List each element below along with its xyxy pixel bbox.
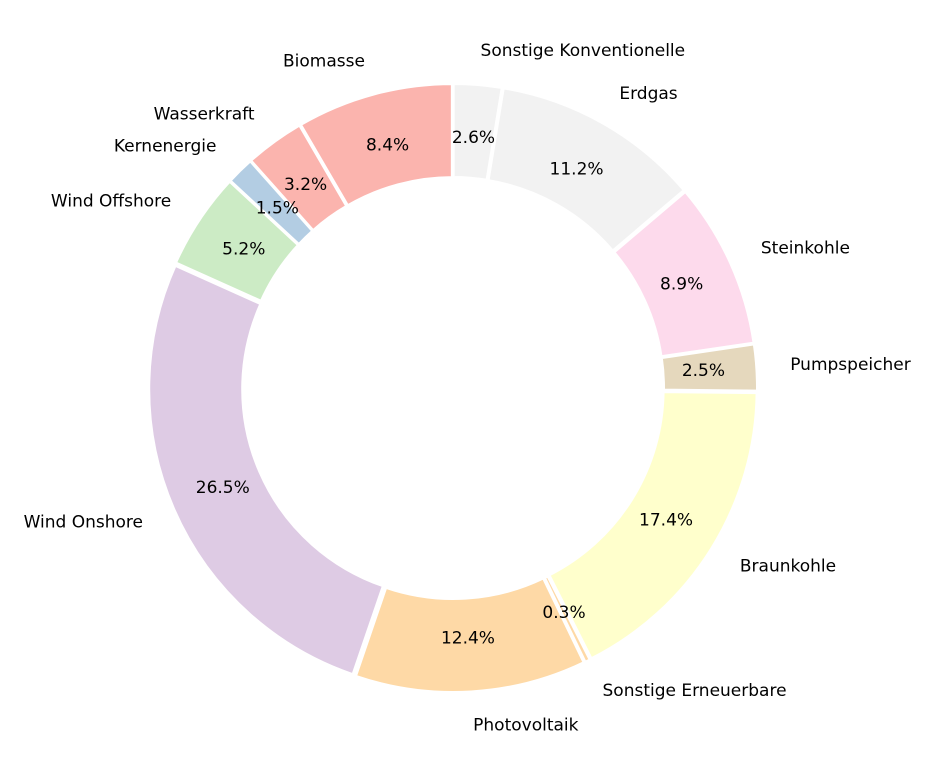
category-label-braunkohle: Braunkohle bbox=[740, 557, 836, 577]
pct-label-kernenergie: 1.5% bbox=[256, 199, 299, 219]
pct-label-biomasse: 8.4% bbox=[366, 136, 409, 156]
pct-label-pumpspeicher: 2.5% bbox=[682, 361, 725, 381]
pct-label-photovoltaik: 12.4% bbox=[441, 629, 495, 649]
pct-label-sonstige-erneuerbare: 0.3% bbox=[542, 603, 585, 623]
pct-label-steinkohle: 8.9% bbox=[660, 274, 703, 294]
pct-label-braunkohle: 17.4% bbox=[639, 511, 693, 531]
slice-erdgas bbox=[486, 86, 686, 253]
slice-photovoltaik bbox=[353, 576, 586, 694]
slice-biomasse bbox=[298, 82, 454, 208]
pct-label-wind-onshore: 26.5% bbox=[196, 478, 250, 498]
category-label-steinkohle: Steinkohle bbox=[761, 239, 850, 259]
category-labels-group: Sonstige Konventionelle Erdgas Steinkohle P… bbox=[24, 41, 911, 735]
category-label-wasserkraft: Wasserkraft bbox=[154, 104, 255, 124]
pct-label-wind-offshore: 5.2% bbox=[222, 239, 265, 259]
category-label-sonstige-konventionelle: Sonstige Konventionelle bbox=[481, 41, 686, 61]
category-label-biomasse: Biomasse bbox=[283, 52, 365, 72]
category-label-erdgas: Erdgas bbox=[619, 84, 677, 104]
slices-group bbox=[147, 82, 759, 694]
category-label-photovoltaik: Photovoltaik bbox=[473, 715, 578, 735]
category-label-kernenergie: Kernenergie bbox=[114, 137, 217, 157]
category-label-sonstige-erneuerbare: Sonstige Erneuerbare bbox=[603, 681, 787, 701]
category-label-pumpspeicher: Pumpspeicher bbox=[790, 355, 910, 375]
slice-wind-onshore bbox=[147, 263, 385, 677]
category-label-wind-onshore: Wind Onshore bbox=[24, 513, 143, 533]
pct-label-sonstige-konventionelle: 2.6% bbox=[452, 128, 495, 148]
slice-braunkohle bbox=[547, 390, 759, 661]
pct-label-erdgas: 11.2% bbox=[550, 160, 604, 180]
pct-label-wasserkraft: 3.2% bbox=[284, 175, 327, 195]
percentage-labels-group: 2.6% 11.2% 8.9% 2.5% 17.4% 0.3% 12.4% 26.5% 5.2%… bbox=[196, 128, 725, 649]
category-label-wind-offshore: Wind Offshore bbox=[51, 191, 171, 211]
